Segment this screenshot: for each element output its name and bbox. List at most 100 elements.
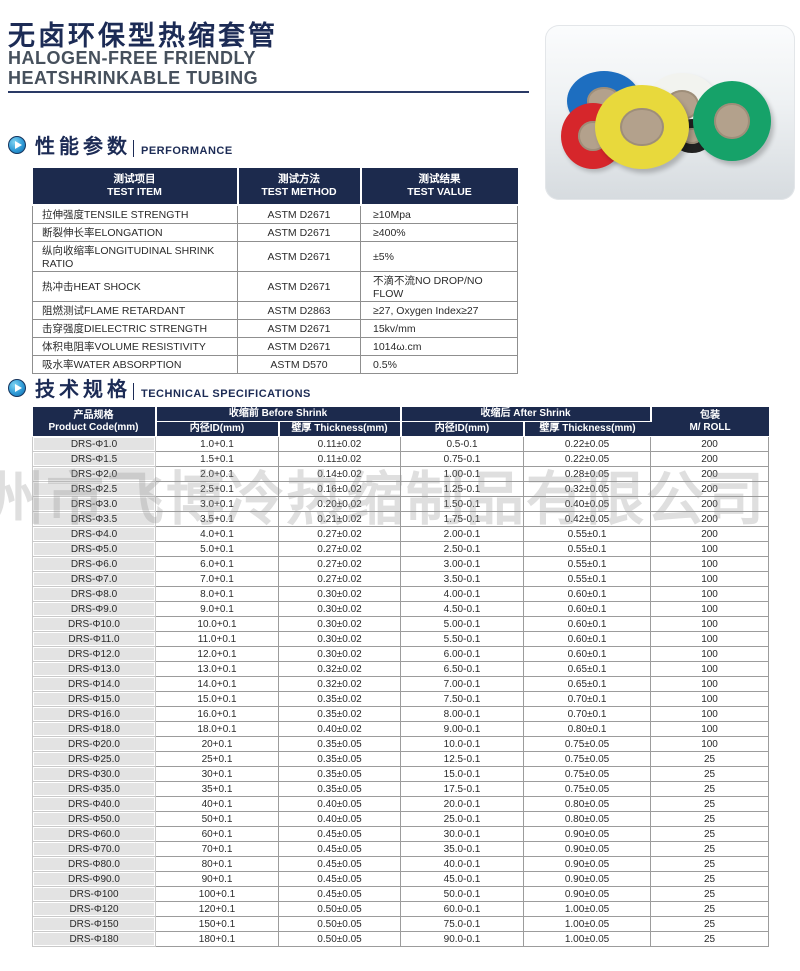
test-value-cell: ≥27, Oxygen Index≥27 — [360, 301, 518, 320]
roll-length-cell: 100 — [650, 616, 770, 632]
table-row: DRS-Φ6.0 6.0+0.1 0.27±0.02 3.00-0.1 0.55±0.1… — [32, 556, 770, 572]
after-thickness-cell: 0.55±0.1 — [523, 556, 652, 572]
after-thickness-cell: 0.60±0.1 — [523, 586, 652, 602]
roll-length-cell: 100 — [650, 556, 770, 572]
before-thickness-cell: 0.50±0.05 — [277, 931, 402, 947]
test-item-cell: 断裂伸长率ELONGATION — [32, 223, 238, 242]
roll-length-cell: 25 — [650, 781, 770, 797]
before-thickness-cell: 0.35±0.05 — [277, 781, 402, 797]
before-thickness-cell: 0.50±0.05 — [277, 901, 402, 917]
before-id-cell: 1.0+0.1 — [155, 436, 279, 452]
page-subtitle: HALOGEN-FREE FRIENDLY HEATSHRINKABLE TUB… — [8, 48, 258, 88]
product-code-cell: DRS-Φ150 — [32, 916, 156, 932]
table-row: DRS-Φ25.0 25+0.1 0.35±0.05 12.5-0.1 0.75±0.0… — [32, 751, 770, 767]
before-id-cell: 15.0+0.1 — [155, 691, 279, 707]
before-thickness-cell: 0.27±0.02 — [277, 526, 402, 542]
spec-header-package: 包装 M/ ROLL — [650, 407, 769, 437]
table-row: DRS-Φ100 100+0.1 0.45±0.05 50.0-0.1 0.90±0.0… — [32, 886, 770, 902]
after-thickness-cell: 0.65±0.1 — [523, 676, 652, 692]
before-id-cell: 40+0.1 — [155, 796, 279, 812]
after-id-cell: 2.00-0.1 — [400, 526, 525, 542]
test-value-cell: 1014ω.cm — [360, 337, 518, 356]
table-row: DRS-Φ80.0 80+0.1 0.45±0.05 40.0-0.1 0.90±0.0… — [32, 856, 770, 872]
spec-header-product-code: 产品规格 Product Code(mm) — [32, 407, 157, 437]
before-id-cell: 2.0+0.1 — [155, 466, 279, 482]
after-thickness-cell: 0.90±0.05 — [523, 886, 652, 902]
product-code-cell: DRS-Φ90.0 — [32, 871, 156, 887]
roll-core — [714, 102, 750, 140]
after-id-cell: 6.00-0.1 — [400, 646, 525, 662]
after-id-cell: 20.0-0.1 — [400, 796, 525, 812]
after-id-cell: 1.75-0.1 — [400, 511, 525, 527]
product-code-cell: DRS-Φ2.0 — [32, 466, 156, 482]
after-thickness-cell: 0.75±0.05 — [523, 736, 652, 752]
after-id-cell: 45.0-0.1 — [400, 871, 525, 887]
product-code-cell: DRS-Φ60.0 — [32, 826, 156, 842]
before-thickness-cell: 0.45±0.05 — [277, 841, 402, 857]
roll-length-cell: 25 — [650, 751, 770, 767]
test-item-cell: 阻燃测试FLAME RETARDANT — [32, 301, 238, 320]
roll-length-cell: 100 — [650, 586, 770, 602]
spec-header-sub-row: 内径ID(mm) 壁厚 Thickness(mm) 内径ID(mm) 壁厚 Th… — [33, 421, 769, 437]
header-en: TEST ITEM — [107, 186, 162, 198]
before-id-cell: 5.0+0.1 — [155, 541, 279, 557]
after-id-cell: 0.5-0.1 — [400, 436, 525, 452]
spec-header-group-row: 产品规格 Product Code(mm) 收缩前 Before Shrink … — [32, 407, 769, 437]
roll-core — [620, 107, 664, 147]
after-thickness-cell: 0.80±0.05 — [523, 796, 652, 812]
performance-section-header: 性能参数 PERFORMANCE — [8, 130, 233, 159]
page-title: 无卤环保型热缩套管 — [8, 21, 278, 51]
product-code-cell: DRS-Φ20.0 — [32, 736, 156, 752]
roll-length-cell: 100 — [650, 646, 770, 662]
title-divider — [8, 91, 529, 93]
after-id-cell: 4.50-0.1 — [400, 601, 525, 617]
after-thickness-cell: 0.22±0.05 — [523, 436, 652, 452]
product-code-cell: DRS-Φ120 — [32, 901, 156, 917]
table-row: DRS-Φ9.0 9.0+0.1 0.30±0.02 4.50-0.1 0.60±0.1… — [32, 601, 770, 617]
after-thickness-cell: 0.55±0.1 — [523, 571, 652, 587]
table-row: 断裂伸长率ELONGATION ASTM D2671 ≥400% — [32, 223, 518, 242]
roll-length-cell: 25 — [650, 916, 770, 932]
table-row: DRS-Φ90.0 90+0.1 0.45±0.05 45.0-0.1 0.90±0.0… — [32, 871, 770, 887]
arrow-ball-icon — [8, 378, 26, 397]
roll-length-cell: 100 — [650, 661, 770, 677]
test-item-cell: 击穿强度DIELECTRIC STRENGTH — [32, 319, 238, 338]
after-thickness-cell: 0.40±0.05 — [523, 496, 652, 512]
before-thickness-cell: 0.35±0.05 — [277, 751, 402, 767]
table-row: DRS-Φ2.0 2.0+0.1 0.14±0.02 1.00-0.1 0.28±0.0… — [32, 466, 770, 482]
after-thickness-cell: 0.65±0.1 — [523, 661, 652, 677]
header-cn: 产品规格 — [73, 409, 114, 421]
before-id-cell: 12.0+0.1 — [155, 646, 279, 662]
product-code-cell: DRS-Φ1.5 — [32, 451, 156, 467]
after-thickness-cell: 1.00±0.05 — [523, 931, 652, 947]
arrow-ball-icon — [8, 135, 26, 154]
after-id-cell: 12.5-0.1 — [400, 751, 525, 767]
table-row: DRS-Φ1.0 1.0+0.1 0.11±0.02 0.5-0.1 0.22±0.05… — [32, 436, 770, 452]
after-thickness-cell: 0.70±0.1 — [523, 706, 652, 722]
before-thickness-cell: 0.35±0.02 — [277, 691, 402, 707]
before-thickness-cell: 0.35±0.02 — [277, 706, 402, 722]
roll-length-cell: 25 — [650, 841, 770, 857]
table-row: DRS-Φ12.0 12.0+0.1 0.30±0.02 6.00-0.1 0.60±0… — [32, 646, 770, 662]
before-thickness-cell: 0.35±0.05 — [277, 736, 402, 752]
after-id-cell: 8.00-0.1 — [400, 706, 525, 722]
test-method-cell: ASTM D2671 — [237, 319, 361, 338]
product-code-cell: DRS-Φ30.0 — [32, 766, 156, 782]
after-id-cell: 5.00-0.1 — [400, 616, 525, 632]
product-code-cell: DRS-Φ4.0 — [32, 526, 156, 542]
before-thickness-cell: 0.27±0.02 — [277, 541, 402, 557]
before-id-cell: 35+0.1 — [155, 781, 279, 797]
before-id-cell: 2.5+0.1 — [155, 481, 279, 497]
test-method-cell: ASTM D2671 — [237, 337, 361, 356]
test-value-cell: 0.5% — [360, 355, 518, 374]
after-thickness-cell: 0.60±0.1 — [523, 616, 652, 632]
spec-header-before-id: 内径ID(mm) — [155, 421, 280, 437]
product-code-cell: DRS-Φ2.5 — [32, 481, 156, 497]
before-id-cell: 8.0+0.1 — [155, 586, 279, 602]
after-thickness-cell: 0.90±0.05 — [523, 856, 652, 872]
after-thickness-cell: 0.80±0.1 — [523, 721, 652, 737]
table-row: 热冲击HEAT SHOCK ASTM D2671 不滴不流NO DROP/NO FL… — [32, 271, 518, 302]
spec-header-before-thickness: 壁厚 Thickness(mm) — [278, 421, 402, 437]
before-thickness-cell: 0.27±0.02 — [277, 556, 402, 572]
before-thickness-cell: 0.30±0.02 — [277, 601, 402, 617]
